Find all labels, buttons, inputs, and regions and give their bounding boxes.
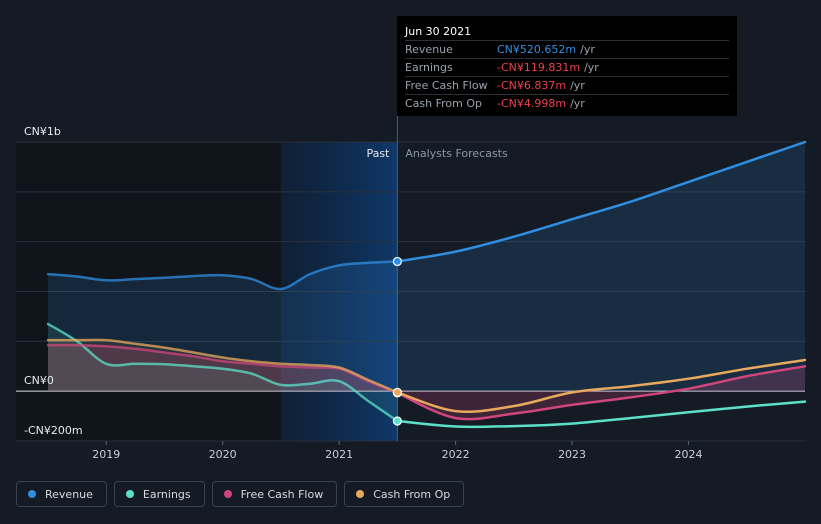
cash-from-op-area <box>48 339 398 393</box>
cash-from-op-line-forecast <box>396 358 807 413</box>
legend-label: Free Cash Flow <box>240 487 324 501</box>
tooltip-label: Revenue <box>405 43 453 56</box>
tooltip-unit: /yr <box>584 61 599 74</box>
tooltip-label: Earnings <box>405 61 453 74</box>
revenue-area <box>48 142 805 392</box>
earnings-area <box>48 323 398 421</box>
revenue-line-forecast <box>396 140 807 263</box>
tooltip: Jun 30 2021 Revenue CN¥520.652m /yr Earn… <box>397 16 737 116</box>
tooltip-value: -CN¥119.831m <box>497 61 581 74</box>
tooltip-unit: /yr <box>580 43 595 56</box>
y-tick-label: -CN¥200m <box>24 424 83 437</box>
legend-dot-icon <box>125 490 134 498</box>
x-tick-label: 2020 <box>209 448 237 461</box>
revenue-marker <box>392 256 402 267</box>
legend-dot-icon <box>28 490 36 498</box>
tooltip-unit: /yr <box>570 97 585 110</box>
x-tick-label: 2024 <box>675 448 703 461</box>
tooltip-row-revenue: Revenue CN¥520.652m /yr <box>405 40 729 58</box>
earnings-line-forecast <box>396 400 807 429</box>
past-label: Past <box>366 147 390 160</box>
tooltip-value: CN¥520.652m <box>497 43 577 56</box>
earnings-line-past <box>46 322 399 423</box>
tooltip-row-free-cash-flow: Free Cash Flow -CN¥6.837m /yr <box>405 76 729 94</box>
legend: Revenue Earnings Free Cash Flow Cash Fro… <box>16 481 465 507</box>
legend-item-free-cash-flow[interactable]: Free Cash Flow <box>211 481 338 507</box>
tooltip-row-earnings: Earnings -CN¥119.831m /yr <box>405 58 729 76</box>
earnings-marker <box>392 416 402 426</box>
legend-item-revenue[interactable]: Revenue <box>16 481 107 507</box>
legend-dot-icon <box>223 490 232 498</box>
x-tick-label: 2022 <box>442 448 470 461</box>
tooltip-value: -CN¥4.998m <box>497 97 567 110</box>
legend-label: Cash From Op <box>373 487 451 501</box>
revenue-line-past <box>46 260 399 291</box>
x-tick-label: 2021 <box>325 448 353 461</box>
tooltip-value: -CN¥6.837m <box>497 79 567 92</box>
tooltip-unit: /yr <box>570 79 585 92</box>
y-tick-label: CN¥1b <box>24 125 61 138</box>
x-tick-label: 2019 <box>92 448 120 461</box>
cash-from-op-line-past <box>46 338 399 394</box>
y-tick-label: CN¥0 <box>24 374 54 387</box>
tooltip-date: Jun 30 2021 <box>405 25 472 38</box>
legend-label: Earnings <box>142 487 191 501</box>
tooltip-row-cash-from-op: Cash From Op -CN¥4.998m /yr <box>405 94 729 112</box>
legend-label: Revenue <box>45 487 93 501</box>
tooltip-label: Cash From Op <box>405 97 483 110</box>
free-cash-flow-line-forecast <box>396 365 807 421</box>
legend-dot-icon <box>356 490 365 498</box>
legend-item-cash-from-op[interactable]: Cash From Op <box>344 481 465 507</box>
legend-item-earnings[interactable]: Earnings <box>113 481 205 507</box>
tooltip-label: Free Cash Flow <box>405 79 488 92</box>
forecast-label: Analysts Forecasts <box>405 147 508 160</box>
x-tick-label: 2023 <box>558 448 586 461</box>
cash-from-op-marker <box>392 387 402 398</box>
